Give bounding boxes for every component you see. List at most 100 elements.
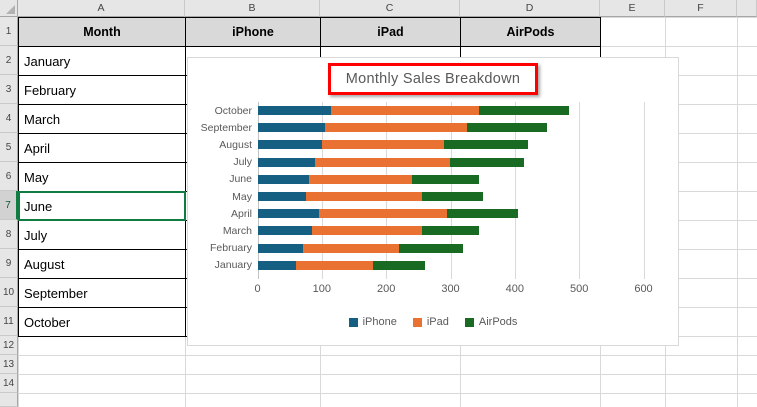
legend-label: iPhone (362, 316, 397, 328)
header-cell-airpods[interactable]: AirPods (460, 17, 601, 47)
bar-segment-iphone-february[interactable] (257, 243, 303, 253)
select-all-corner[interactable] (0, 0, 18, 17)
bar-segment-ipad-april[interactable] (318, 209, 448, 219)
bar-segment-ipad-september[interactable] (325, 123, 467, 133)
column-header-D[interactable]: D (460, 0, 600, 17)
bar-segment-ipad-march[interactable] (312, 226, 422, 236)
row-headers: 1 2 3 4 5 6 7 8 9 10 11 12 13 14 (0, 17, 18, 407)
bar-segment-ipad-january[interactable] (296, 260, 374, 270)
cell-A11-month[interactable]: October (18, 307, 186, 337)
legend-swatch-airpods-icon (464, 317, 474, 327)
row-header-8[interactable]: 8 (0, 220, 18, 249)
row-header-partial (0, 393, 18, 407)
cell-A7-month[interactable]: June (18, 191, 186, 221)
column-header-B[interactable]: B (185, 0, 320, 17)
row-header-13[interactable]: 13 (0, 355, 18, 374)
column-header-C[interactable]: C (320, 0, 460, 17)
column-header-E[interactable]: E (600, 0, 665, 17)
category-label-august: August (219, 138, 252, 151)
row-header-9[interactable]: 9 (0, 249, 18, 278)
category-label-july: July (233, 156, 252, 169)
bar-segment-ipad-july[interactable] (315, 157, 451, 167)
chart-gridline (514, 102, 516, 279)
row-header-7[interactable]: 7 (0, 191, 18, 220)
bar-segment-iphone-july[interactable] (257, 157, 316, 167)
x-axis-tick-label: 400 (505, 283, 525, 295)
bar-segment-ipad-october[interactable] (331, 106, 480, 115)
cell-A5-month[interactable]: April (18, 133, 186, 163)
column-header-A[interactable]: A (18, 0, 185, 17)
bar-segment-airpods-july[interactable] (450, 157, 525, 167)
row-header-1[interactable]: 1 (0, 17, 18, 46)
bar-segment-airpods-august[interactable] (444, 140, 528, 150)
row-header-2[interactable]: 2 (0, 46, 18, 75)
bar-segment-airpods-march[interactable] (421, 226, 480, 236)
cell-A3-month[interactable]: February (18, 75, 186, 105)
bar-segment-airpods-february[interactable] (399, 243, 464, 253)
legend-item-ipad[interactable]: iPad (412, 316, 449, 328)
category-label-april: April (230, 207, 252, 220)
chart-gridline (321, 102, 323, 279)
column-header-F[interactable]: F (665, 0, 737, 17)
chart-gridline (386, 102, 388, 279)
bar-segment-airpods-may[interactable] (421, 192, 483, 201)
bar-segment-iphone-october[interactable] (257, 106, 332, 115)
bar-february (257, 243, 644, 253)
legend-item-airpods[interactable]: AirPods (464, 316, 517, 328)
row-header-12[interactable]: 12 (0, 336, 18, 355)
title-highlight-box[interactable]: Monthly Sales Breakdown (327, 63, 539, 95)
cell-A10-month[interactable]: September (18, 278, 186, 308)
legend-item-iphone[interactable]: iPhone (348, 316, 397, 328)
category-label-march: March (222, 224, 252, 237)
bar-january (257, 260, 644, 270)
gridline (18, 393, 757, 394)
cell-A6-month[interactable]: May (18, 162, 186, 192)
row-header-3[interactable]: 3 (0, 75, 18, 104)
bar-june (257, 174, 644, 184)
bar-september (257, 123, 644, 133)
row-header-5[interactable]: 5 (0, 133, 18, 162)
bar-segment-iphone-april[interactable] (257, 209, 319, 219)
bar-march (257, 226, 644, 236)
bar-segment-iphone-september[interactable] (257, 123, 326, 133)
bar-segment-iphone-january[interactable] (257, 260, 297, 270)
bar-segment-iphone-may[interactable] (257, 192, 306, 201)
select-all-triangle-icon (6, 5, 15, 14)
cell-A4-month[interactable]: March (18, 104, 186, 134)
bar-segment-ipad-august[interactable] (321, 140, 445, 150)
cell-A9-month[interactable]: August (18, 249, 186, 279)
header-cell-ipad[interactable]: iPad (320, 17, 461, 47)
legend-swatch-ipad-icon (412, 317, 422, 327)
bar-segment-airpods-october[interactable] (479, 106, 570, 115)
bar-segment-iphone-march[interactable] (257, 226, 313, 236)
bar-august (257, 140, 644, 150)
legend-label: iPad (426, 316, 449, 328)
bar-segment-airpods-september[interactable] (466, 123, 547, 133)
bar-segment-iphone-june[interactable] (257, 174, 309, 184)
gridline (18, 374, 757, 375)
cell-A2-month[interactable]: January (18, 46, 186, 76)
header-cell-iphone[interactable]: iPhone (185, 17, 321, 47)
bar-segment-airpods-january[interactable] (373, 260, 425, 270)
category-label-january: January (214, 259, 252, 272)
cell-A8-month[interactable]: July (18, 220, 186, 250)
category-label-may: May (232, 190, 252, 203)
bar-segment-ipad-february[interactable] (302, 243, 400, 253)
category-label-september: September (200, 121, 252, 134)
chart[interactable]: Monthly Sales Breakdown 0 100 200 300 400 500… (187, 57, 679, 346)
bar-segment-ipad-may[interactable] (305, 192, 422, 201)
bar-segment-airpods-april[interactable] (447, 209, 519, 219)
row-header-4[interactable]: 4 (0, 104, 18, 133)
bar-segment-airpods-june[interactable] (411, 174, 480, 184)
row-header-14[interactable]: 14 (0, 374, 18, 393)
bar-segment-iphone-august[interactable] (257, 140, 322, 150)
x-axis-tick-label: 0 (254, 283, 261, 295)
row-header-11[interactable]: 11 (0, 307, 18, 336)
x-axis-tick-label: 600 (634, 283, 653, 295)
row-header-6[interactable]: 6 (0, 162, 18, 191)
bar-segment-ipad-june[interactable] (308, 174, 412, 184)
chart-gridline (450, 102, 452, 279)
bar-july (257, 157, 644, 167)
header-cell-month[interactable]: Month (18, 17, 186, 47)
row-header-10[interactable]: 10 (0, 278, 18, 307)
